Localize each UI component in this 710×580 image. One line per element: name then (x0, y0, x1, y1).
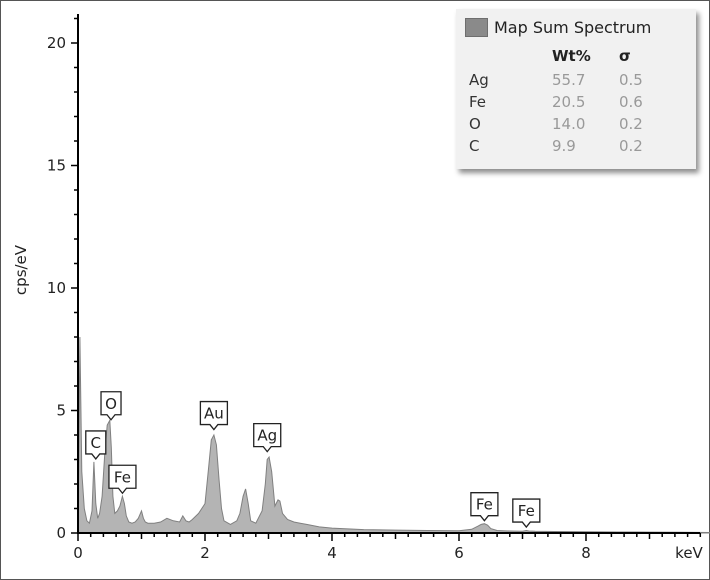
x-tick-label: 4 (327, 544, 337, 562)
legend-row: Fe 20.5 0.6 (456, 93, 696, 115)
legend-col-wt: Wt% (552, 47, 591, 65)
legend-swatch (465, 18, 488, 37)
peak-label-text: C (91, 434, 101, 452)
spectrum-series (77, 336, 710, 534)
legend-element: Fe (469, 93, 487, 111)
peak-label-text: Ag (257, 427, 277, 445)
peak-label: Ag (253, 422, 282, 453)
peak-label: O (100, 391, 122, 421)
peak-label-box (108, 464, 137, 495)
legend-row: O 14.0 0.2 (456, 115, 696, 137)
peak-label-box (470, 492, 499, 522)
peak-label: Au (199, 400, 229, 431)
legend-box: Map Sum Spectrum Wt% σ Ag 55.7 0.5 Fe 20… (456, 9, 696, 169)
y-axis-title: cps/eV (12, 244, 30, 295)
y-tick-label: 0 (56, 524, 66, 542)
peak-label-box (512, 498, 541, 529)
peak-label-box (199, 400, 229, 431)
peak-label-box (100, 391, 122, 421)
y-tick-label: 10 (47, 279, 66, 297)
plot-area (77, 336, 710, 534)
peak-label: Fe (108, 464, 137, 495)
legend-sigma: 0.2 (619, 137, 643, 155)
peak-label-text: Fe (518, 502, 535, 520)
legend-wt: 55.7 (552, 71, 586, 89)
peak-label-text: Au (204, 405, 224, 423)
legend-col-sigma: σ (619, 47, 631, 65)
legend-sigma: 0.2 (619, 115, 643, 133)
legend-wt: 14.0 (552, 115, 586, 133)
peak-label-text: Fe (114, 468, 131, 486)
legend-element: O (469, 115, 481, 133)
legend-row: Ag 55.7 0.5 (456, 71, 696, 93)
legend-wt: 9.9 (552, 137, 576, 155)
legend-row: C 9.9 0.2 (456, 137, 696, 159)
x-tick-label: 2 (200, 544, 210, 562)
axes: 0 5 10 15 20 0 2 4 6 8 keV cps/eV (12, 14, 704, 562)
legend-wt: 20.5 (552, 93, 586, 111)
x-tick-label: 0 (73, 544, 83, 562)
peak-label: C (85, 430, 107, 460)
peak-label-box (253, 422, 282, 453)
x-tick-label: 8 (581, 544, 591, 562)
legend-sigma: 0.5 (619, 71, 643, 89)
legend-sigma: 0.6 (619, 93, 643, 111)
legend-element: Ag (469, 71, 489, 89)
legend-element: C (469, 137, 480, 155)
peak-label: Fe (512, 498, 541, 529)
y-tick-label: 5 (56, 402, 66, 420)
x-tick-label: 6 (454, 544, 464, 562)
peak-label-text: Fe (476, 496, 493, 514)
x-axis-title: keV (675, 544, 703, 562)
peak-label: Fe (470, 492, 499, 522)
legend-title: Map Sum Spectrum (494, 18, 652, 37)
peak-label-box (85, 430, 107, 460)
peak-label-text: O (105, 395, 117, 413)
y-tick-label: 20 (47, 34, 66, 52)
y-tick-label: 15 (47, 157, 66, 175)
peak-labels: C O Fe Au Ag Fe Fe (85, 391, 541, 529)
